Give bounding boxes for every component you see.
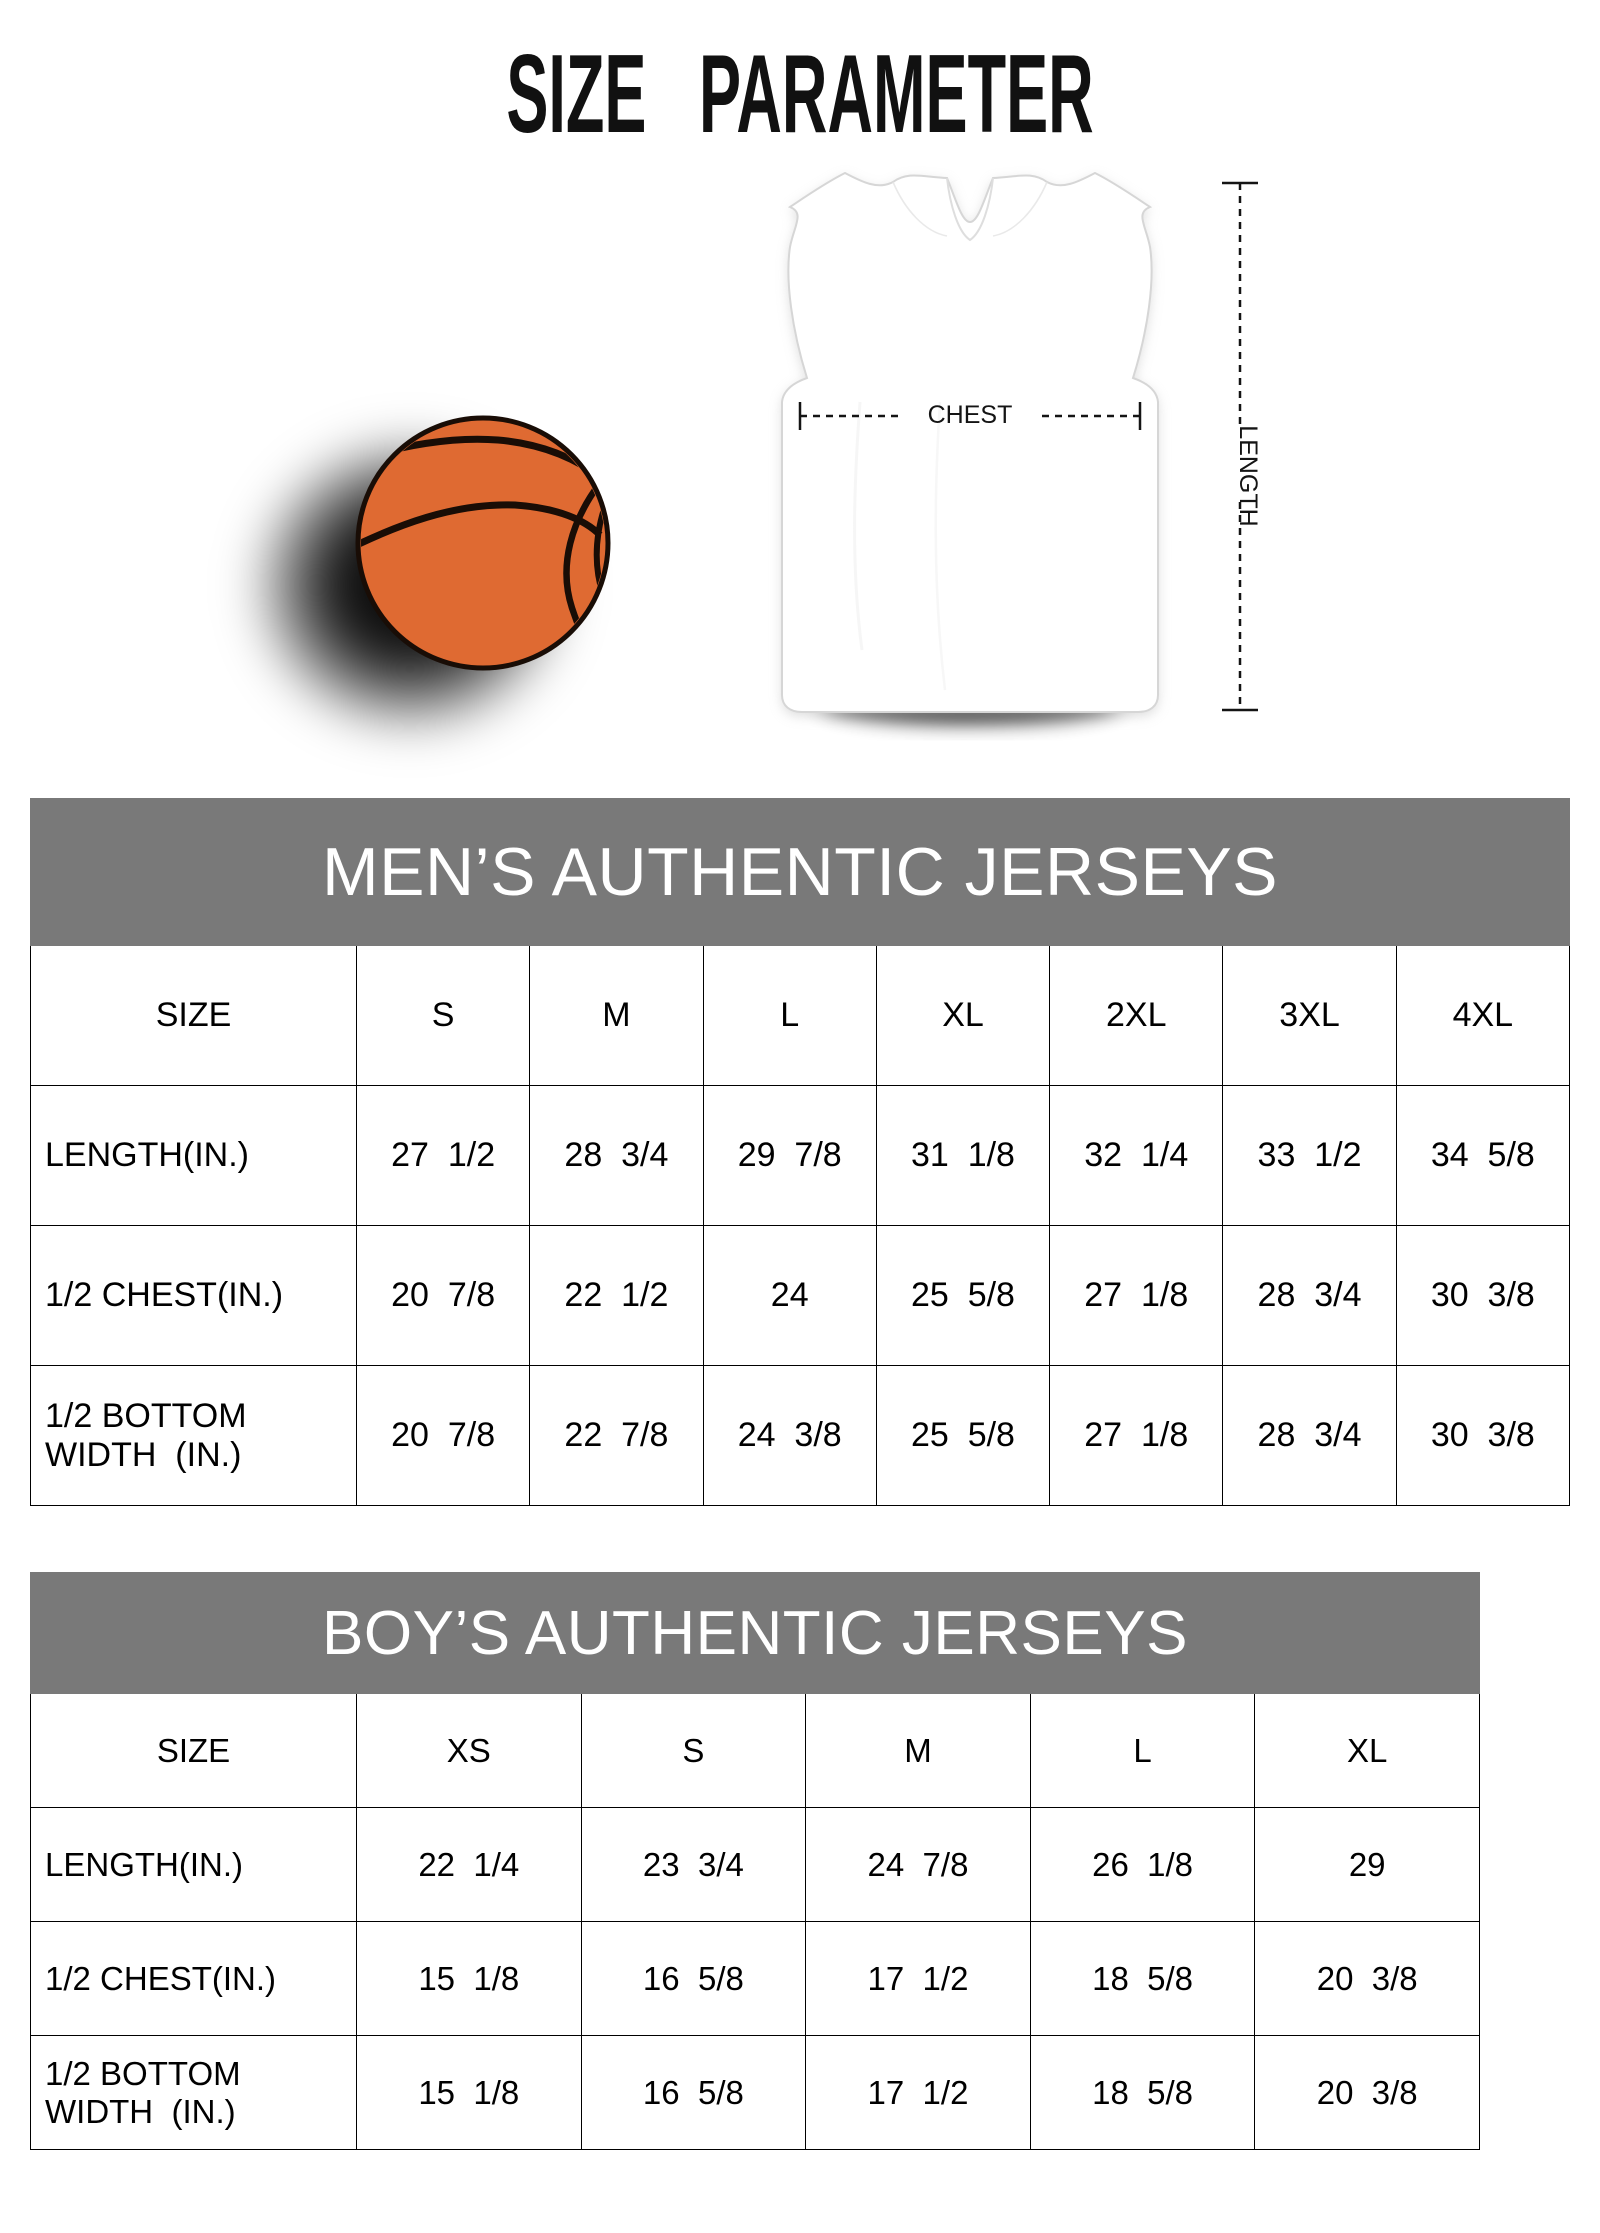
svg-text:CHEST: CHEST xyxy=(928,401,1013,429)
svg-text:LENGTH: LENGTH xyxy=(1234,425,1262,526)
